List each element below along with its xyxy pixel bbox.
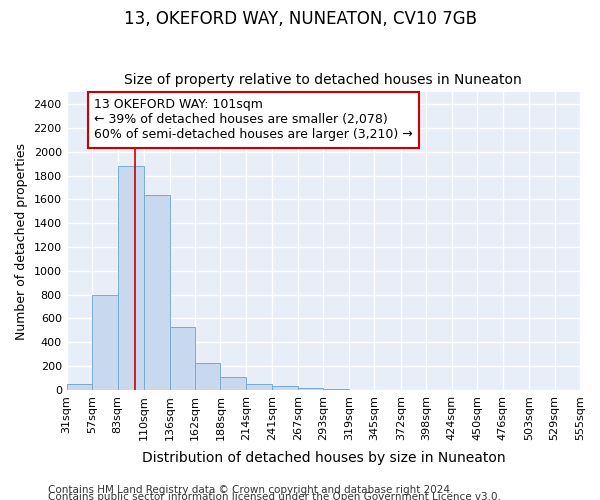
Bar	[92, 294, 118, 390]
Bar	[67, 384, 92, 390]
Title: Size of property relative to detached houses in Nuneaton: Size of property relative to detached ho…	[124, 73, 522, 87]
Text: 13, OKEFORD WAY, NUNEATON, CV10 7GB: 13, OKEFORD WAY, NUNEATON, CV10 7GB	[124, 10, 476, 28]
Bar	[220, 378, 246, 390]
Text: Contains HM Land Registry data © Crown copyright and database right 2024.: Contains HM Land Registry data © Crown c…	[48, 485, 454, 495]
Y-axis label: Number of detached properties: Number of detached properties	[15, 142, 28, 340]
Bar	[118, 166, 144, 390]
X-axis label: Distribution of detached houses by size in Nuneaton: Distribution of detached houses by size …	[142, 451, 505, 465]
Bar	[246, 384, 272, 390]
Bar	[195, 362, 220, 390]
Text: Contains public sector information licensed under the Open Government Licence v3: Contains public sector information licen…	[48, 492, 501, 500]
Bar	[144, 194, 170, 390]
Bar	[272, 386, 298, 390]
Bar	[170, 327, 195, 390]
Text: 13 OKEFORD WAY: 101sqm
← 39% of detached houses are smaller (2,078)
60% of semi-: 13 OKEFORD WAY: 101sqm ← 39% of detached…	[94, 98, 413, 142]
Bar	[298, 388, 323, 390]
